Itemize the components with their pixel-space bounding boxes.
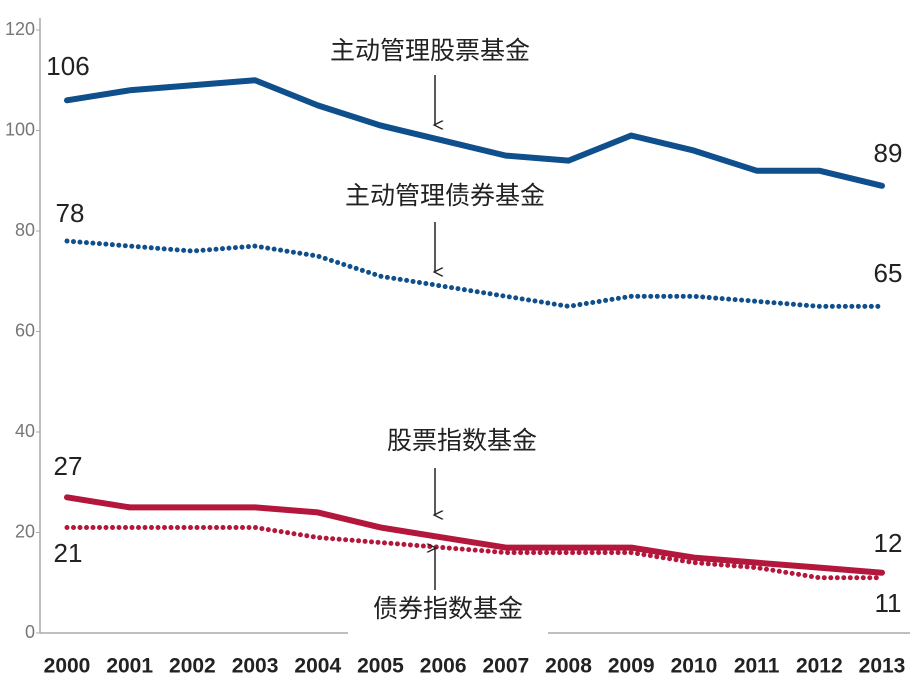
series-label: 股票指数基金: [387, 426, 537, 455]
y-tick-label: 100: [5, 119, 35, 139]
x-tick-label: 2005: [357, 655, 404, 678]
value-label: 65: [874, 258, 903, 288]
x-tick-label: 2007: [482, 655, 529, 678]
series-line: [64, 494, 885, 576]
value-label: 12: [874, 528, 903, 558]
y-tick-label: 20: [15, 521, 35, 541]
y-tick-label: 80: [15, 220, 35, 240]
value-label: 21: [54, 538, 83, 568]
x-tick-label: 2012: [796, 655, 843, 678]
x-tick-label: 2009: [608, 655, 655, 678]
value-label: 78: [56, 198, 85, 228]
y-tick-label: 120: [5, 19, 35, 39]
series-label: 主动管理债券基金: [345, 181, 545, 210]
x-tick-label: 2011: [734, 655, 780, 678]
series-line: [64, 77, 885, 189]
x-tick-label: 2010: [671, 655, 718, 678]
y-tick-label: 0: [25, 622, 35, 642]
x-tick-label: 2013: [859, 655, 906, 678]
y-tick-label: 60: [15, 320, 35, 340]
x-tick-label: 2000: [44, 655, 91, 678]
x-tick-label: 2006: [420, 655, 467, 678]
series-line: [64, 238, 885, 309]
y-tick-label: 40: [15, 421, 35, 441]
label-bg: [348, 588, 548, 638]
value-label: 11: [875, 588, 902, 618]
series-label: 债券指数基金: [373, 594, 523, 623]
x-tick-label: 2004: [294, 655, 341, 678]
value-label: 106: [46, 51, 89, 81]
x-tick-label: 2001: [106, 655, 153, 678]
value-label: 27: [54, 451, 83, 481]
x-tick-label: 2008: [545, 655, 592, 678]
x-tick-label: 2003: [232, 655, 279, 678]
series-label: 主动管理股票基金: [330, 36, 530, 65]
x-tick-label: 2002: [169, 655, 216, 678]
series-line: [64, 524, 885, 581]
value-label: 89: [874, 138, 903, 168]
